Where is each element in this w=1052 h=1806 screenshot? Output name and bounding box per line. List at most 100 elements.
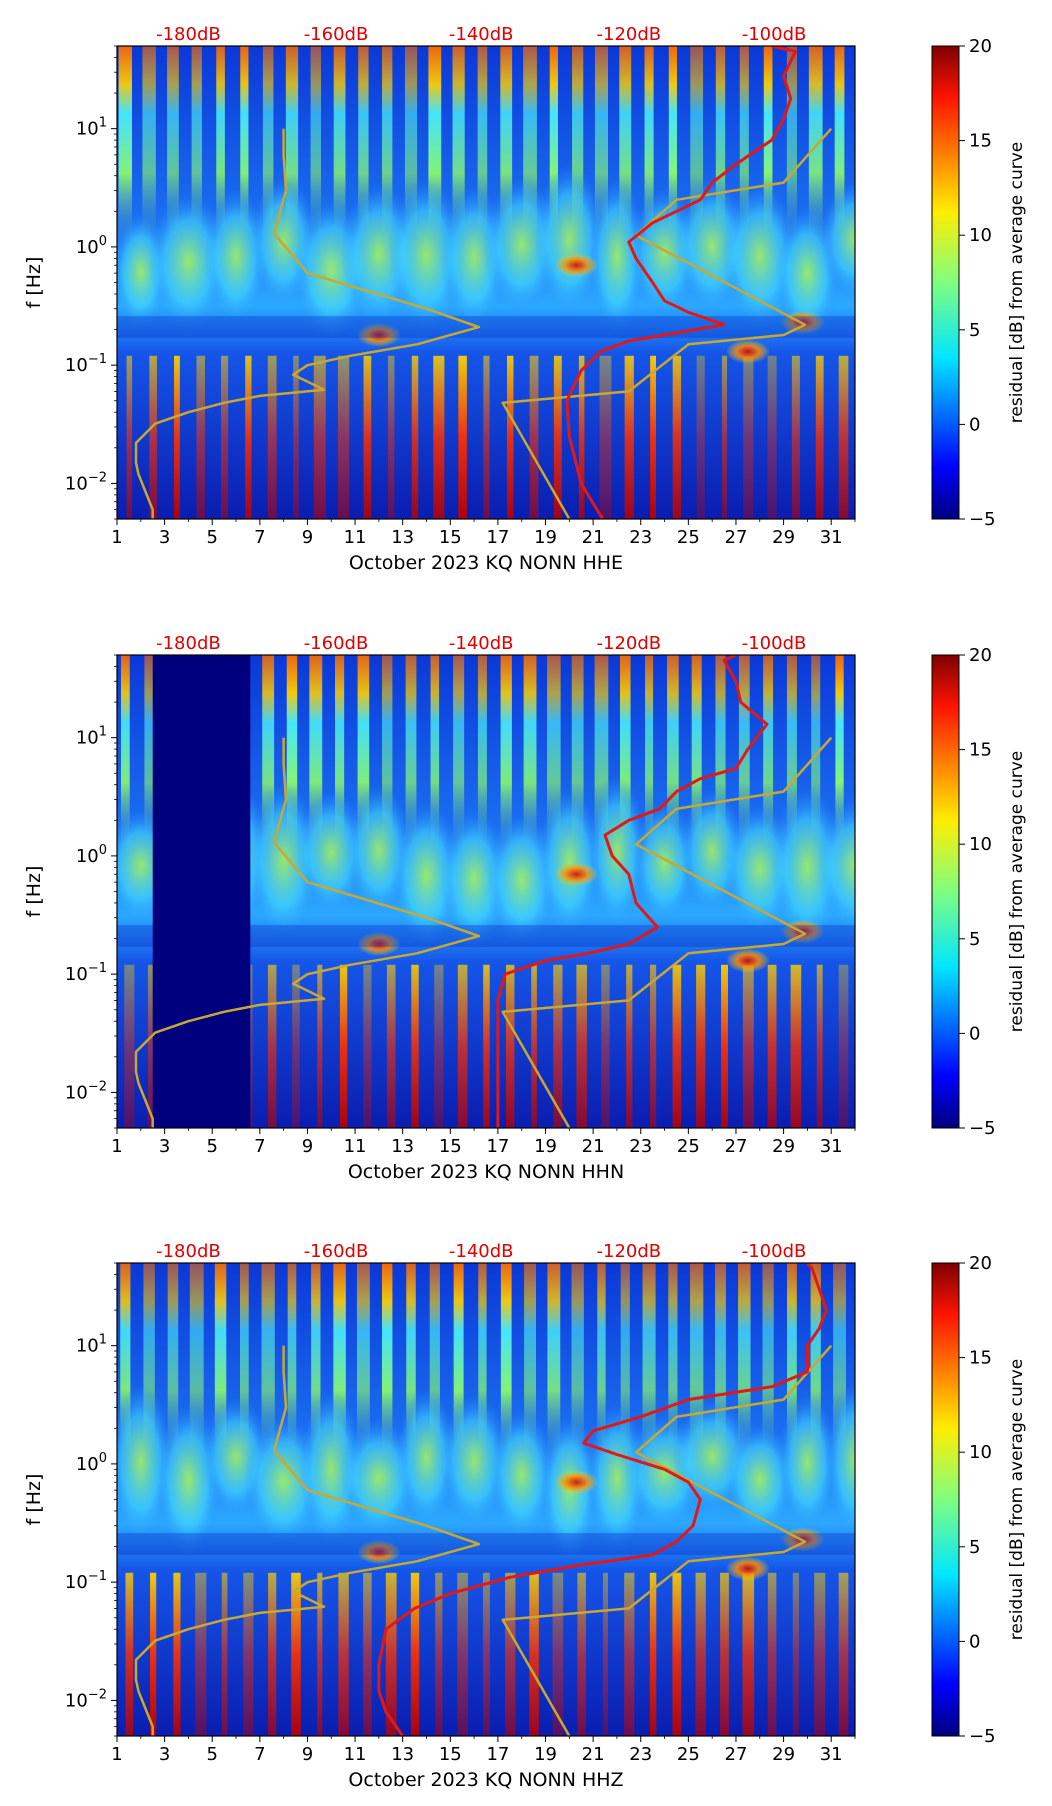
db-scale-label: -120dB: [597, 633, 662, 654]
x-tick-label: 7: [254, 1744, 265, 1765]
day-stripe-low: [529, 1572, 539, 1736]
day-stripe-high: [500, 46, 513, 259]
day-stripe-low: [791, 355, 800, 519]
x-tick-label: 3: [159, 527, 170, 548]
reference-noise-model-2-line: [501, 1344, 833, 1736]
day-stripe-low: [411, 355, 419, 519]
day-stripe-high: [214, 1263, 227, 1476]
day-stripe-low: [602, 1572, 608, 1736]
day-stripe-low: [174, 355, 180, 519]
day-stripe-high: [430, 655, 440, 868]
day-stripe-high: [240, 1263, 249, 1476]
day-stripe-low: [149, 355, 157, 519]
day-stripe-high: [859, 46, 868, 258]
day-stripe-high: [453, 655, 465, 868]
day-stripe-low: [790, 964, 802, 1128]
day-stripe-high: [523, 655, 537, 868]
day-stripe-low: [411, 964, 419, 1128]
day-stripe-high: [808, 46, 823, 259]
x-tick-label: 7: [254, 1136, 265, 1157]
colorbar-tick-label: −5: [969, 509, 996, 530]
hotspot-blob: [554, 862, 599, 887]
day-stripe-high: [477, 655, 487, 868]
x-tick-label: 15: [439, 527, 462, 548]
hotspot-blob: [725, 339, 770, 364]
x-tick-label: 31: [820, 1744, 843, 1765]
day-stripe-low: [767, 355, 777, 519]
day-stripe-low: [865, 356, 870, 519]
day-stripe-high: [406, 1263, 416, 1476]
day-stripe-low: [433, 355, 445, 519]
reference-noise-model-line: [134, 737, 481, 1128]
reference-noise-model-2-line: [501, 736, 833, 1128]
y-axis-label: f [Hz]: [23, 866, 45, 918]
day-stripe-low: [624, 1572, 635, 1736]
day-stripe-low: [601, 964, 610, 1128]
day-stripe-low: [814, 1572, 826, 1736]
x-tick-label: 1: [111, 1744, 122, 1765]
colorbar-tick-label: 20: [969, 36, 992, 57]
x-tick-label: 29: [772, 1136, 795, 1157]
day-stripe-low: [506, 355, 514, 519]
x-tick-label: 31: [820, 527, 843, 548]
db-scale-label: -160dB: [304, 633, 369, 654]
day-stripe-high: [500, 1263, 512, 1476]
noise-band: [117, 316, 855, 338]
db-scale-label: -140dB: [449, 1241, 514, 1262]
day-stripe-low: [862, 1573, 872, 1736]
day-stripe-low: [626, 964, 633, 1128]
day-stripe-low: [126, 355, 133, 519]
x-tick-label: 19: [534, 527, 557, 548]
x-tick-label: 19: [534, 1136, 557, 1157]
station-median-curve-line: [377, 1263, 828, 1736]
day-stripe-high: [715, 1263, 726, 1476]
colorbar-tick-label: 20: [969, 1253, 992, 1274]
x-tick-label: 13: [391, 1744, 414, 1765]
hotspot-blob: [356, 322, 401, 347]
spectrogram-area: [117, 655, 855, 1128]
day-stripe-low: [721, 355, 728, 519]
day-stripe-low: [243, 1572, 254, 1736]
y-tick-label: 101: [76, 116, 107, 140]
db-scale-label: -180dB: [156, 24, 221, 45]
day-stripe-high: [739, 46, 749, 259]
day-stripe-high: [763, 46, 773, 259]
microseism-blob: [489, 1410, 554, 1540]
x-tick-label: 5: [206, 527, 217, 548]
day-stripe-high: [762, 1263, 774, 1476]
day-stripe-low: [505, 1572, 516, 1736]
day-stripe-low: [792, 1572, 800, 1736]
hotspot-blob: [725, 948, 770, 973]
x-tick-label: 13: [391, 527, 414, 548]
day-stripe-low: [363, 1572, 372, 1736]
day-stripe-high: [668, 46, 677, 259]
day-stripe-low: [838, 355, 849, 519]
colorbar-tick-label: 10: [969, 834, 992, 855]
day-stripe-high: [856, 1263, 870, 1475]
day-stripe-high: [834, 46, 845, 259]
day-stripe-low: [672, 1572, 682, 1736]
day-stripe-low: [317, 964, 323, 1128]
colorbar-label: residual [dB] from average curve: [1007, 1359, 1027, 1640]
day-stripe-low: [649, 1572, 657, 1736]
day-stripe-low: [125, 1572, 134, 1736]
day-stripe-low: [650, 355, 656, 519]
day-stripe-high: [477, 46, 488, 259]
colorbar-tick-label: 15: [969, 740, 992, 761]
x-tick-label: 17: [486, 1136, 509, 1157]
x-tick-label: 1: [111, 527, 122, 548]
day-stripe-low: [267, 355, 277, 519]
spectrogram-area: [117, 46, 870, 519]
day-stripe-low: [434, 964, 444, 1128]
day-stripe-high: [216, 46, 225, 259]
db-scale-label: -100dB: [742, 24, 807, 45]
day-stripe-high: [835, 655, 844, 868]
microseism-blob: [534, 164, 605, 314]
day-stripe-high: [787, 1263, 797, 1476]
day-stripe-low: [696, 964, 706, 1128]
db-scale-label: -120dB: [597, 1241, 662, 1262]
colorbar-tick-label: 20: [969, 645, 992, 666]
spectrogram-area: [117, 1263, 872, 1736]
